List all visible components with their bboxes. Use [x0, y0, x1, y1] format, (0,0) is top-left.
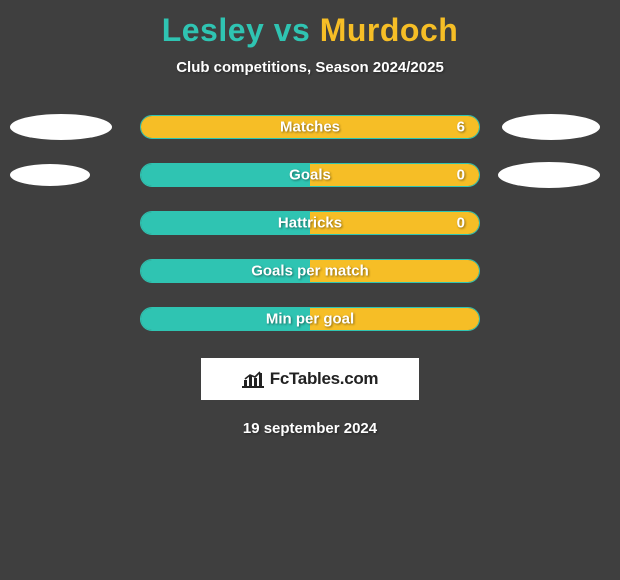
oval-right-icon [502, 114, 600, 140]
brand-text: FcTables.com [270, 369, 379, 389]
stat-row-goals-per-match: Goals per match [0, 258, 620, 284]
title-right-name: Murdoch [320, 12, 459, 48]
stat-row-min-per-goal: Min per goal [0, 306, 620, 332]
stat-bar: Hattricks [140, 211, 480, 235]
stat-label: Goals per match [251, 263, 369, 280]
stat-label: Min per goal [266, 311, 354, 328]
stat-row-matches: Matches 6 [0, 114, 620, 140]
brand-badge: FcTables.com [201, 358, 419, 400]
stat-right-value: 0 [457, 215, 465, 232]
date-text: 19 september 2024 [0, 420, 620, 437]
stat-bar: Min per goal [140, 307, 480, 331]
stat-right-value: 0 [457, 167, 465, 184]
title-left-name: Lesley [162, 12, 265, 48]
page-title: Lesley vs Murdoch [0, 0, 620, 49]
stat-row-goals: 0 Goals 0 [0, 162, 620, 188]
stat-row-hattricks: 0 Hattricks 0 [0, 210, 620, 236]
oval-left-icon [10, 164, 90, 186]
stat-bar: Goals per match [140, 259, 480, 283]
title-vs: vs [264, 12, 319, 48]
stat-bar-right [310, 164, 479, 186]
stat-label: Goals [289, 167, 331, 184]
chart-icon [242, 370, 264, 388]
stat-bar: Matches [140, 115, 480, 139]
stat-right-value: 6 [457, 119, 465, 136]
stat-bar-left [141, 164, 310, 186]
stat-label: Hattricks [278, 215, 342, 232]
subtitle: Club competitions, Season 2024/2025 [0, 59, 620, 76]
oval-left-icon [10, 114, 112, 140]
stats-list: Matches 6 0 Goals 0 0 Hattricks 0 [0, 114, 620, 332]
page: Lesley vs Murdoch Club competitions, Sea… [0, 0, 620, 580]
stat-bar: Goals [140, 163, 480, 187]
stat-label: Matches [280, 119, 340, 136]
oval-right-icon [498, 162, 600, 188]
